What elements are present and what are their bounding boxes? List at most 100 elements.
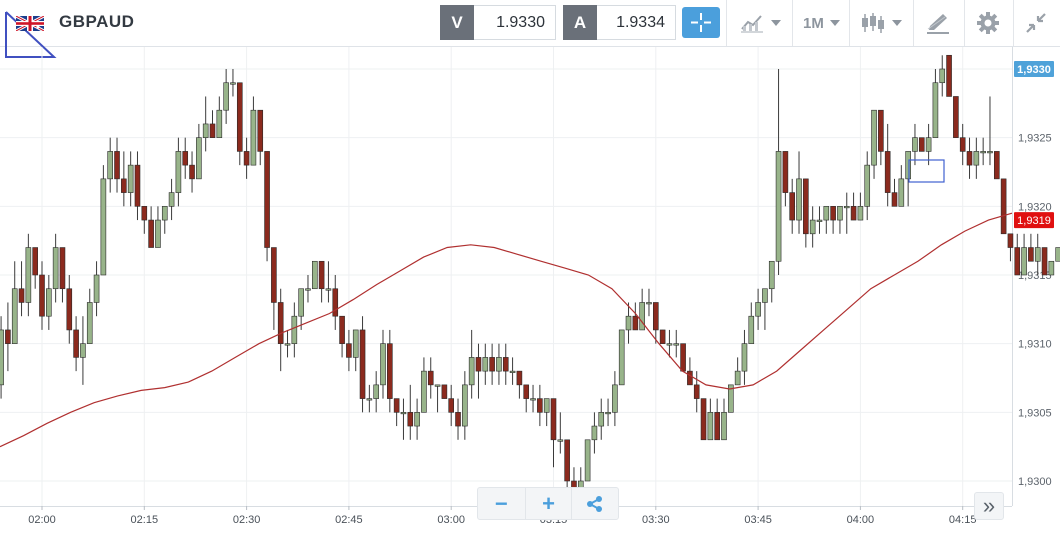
- candle: [612, 371, 618, 427]
- candle: [830, 206, 836, 234]
- instrument-symbol[interactable]: GBPAUD: [59, 12, 135, 31]
- candle-body-down: [516, 370, 523, 386]
- candle-body-up: [373, 384, 379, 399]
- candle: [714, 398, 720, 441]
- collapse-arrows-icon: [1026, 13, 1046, 33]
- scroll-to-latest-button[interactable]: »: [974, 492, 1004, 520]
- candle-body-up: [939, 68, 946, 84]
- candle-body-down: [359, 329, 366, 399]
- candle-body-down: [959, 137, 966, 152]
- price-tick-label: 1,9325: [1018, 133, 1052, 145]
- candle: [584, 439, 591, 482]
- candle-body-down: [346, 343, 352, 358]
- candle-body-up: [707, 412, 714, 441]
- candle-body-up: [52, 247, 59, 290]
- buy-letter: A: [563, 5, 597, 40]
- candle-body-up: [311, 260, 318, 290]
- candle: [393, 398, 400, 427]
- chevron-down-icon: [829, 20, 840, 26]
- timeframe-selector[interactable]: 1M: [803, 8, 840, 38]
- candle: [905, 151, 911, 207]
- time-tick-label: 03:45: [744, 514, 772, 526]
- chart-type-button[interactable]: [860, 8, 902, 38]
- candle: [373, 371, 379, 413]
- candle-body-down: [141, 206, 148, 221]
- candle-body-up: [864, 164, 871, 207]
- candle-body-up: [796, 178, 802, 221]
- candle-body-down: [782, 151, 789, 193]
- candle: [298, 288, 304, 330]
- candle-body-up: [666, 343, 673, 346]
- candle-body-up: [298, 288, 304, 317]
- candle: [857, 192, 864, 221]
- time-tick-label: 03:00: [437, 514, 465, 526]
- candlestick-icon: [862, 13, 884, 33]
- candle: [1021, 233, 1027, 276]
- candle-body-up: [250, 109, 257, 166]
- candle: [18, 261, 25, 317]
- settings-button[interactable]: [976, 8, 1000, 38]
- candle: [789, 178, 796, 234]
- candle-body-down: [114, 151, 120, 180]
- candle-body-down: [189, 164, 195, 180]
- share-button[interactable]: [571, 488, 618, 519]
- candle-body-up: [1048, 260, 1055, 276]
- zoom-in-button[interactable]: +: [524, 488, 572, 519]
- candle-body-up: [857, 206, 864, 221]
- candle: [434, 384, 441, 413]
- candle: [646, 288, 652, 317]
- candle: [775, 69, 782, 275]
- candle: [530, 384, 536, 413]
- candle-body-up: [325, 288, 332, 291]
- candle-body-up: [434, 384, 441, 387]
- candle: [966, 137, 973, 179]
- candle-body-down: [134, 164, 141, 207]
- candle: [380, 329, 386, 399]
- minus-icon: −: [494, 490, 508, 516]
- candle: [223, 69, 229, 124]
- candle-body-up: [973, 151, 980, 166]
- toolbar-separator: [1013, 0, 1014, 46]
- candle-body-up: [871, 109, 877, 166]
- price-chart[interactable]: 1,93001,93051,93101,93151,93201,93251,93…: [0, 47, 1060, 535]
- candle: [816, 206, 823, 234]
- candle: [264, 151, 270, 262]
- candle-body-up: [591, 425, 598, 441]
- candle-body-down: [427, 370, 434, 386]
- crosshair-icon: [691, 13, 711, 32]
- candle: [843, 192, 850, 234]
- zoom-out-button[interactable]: −: [478, 488, 525, 519]
- time-tick-label: 03:30: [642, 514, 670, 526]
- candle: [1048, 260, 1055, 276]
- indicators-button[interactable]: [739, 8, 781, 38]
- candle-body-down: [884, 151, 891, 193]
- bid-price-badge: [1014, 61, 1054, 77]
- time-tick-label: 02:00: [28, 514, 56, 526]
- candle-body-up: [11, 288, 18, 344]
- candle: [509, 357, 516, 385]
- double-chevron-right-icon: »: [982, 493, 996, 518]
- crosshair-button[interactable]: [682, 7, 720, 38]
- candle: [625, 302, 632, 344]
- toolbar-separator: [726, 0, 727, 46]
- candle: [441, 384, 448, 399]
- zoom-controls: − +: [477, 487, 619, 520]
- toolbar-separator: [964, 0, 965, 46]
- candle-body-up: [816, 219, 823, 222]
- candle-body-down: [73, 329, 79, 358]
- sell-price-box[interactable]: V 1.9330: [440, 5, 556, 40]
- candle-body-up: [175, 151, 182, 193]
- collapse-button[interactable]: [1024, 8, 1048, 38]
- drawing-tools-button[interactable]: [925, 8, 951, 38]
- candle-body-down: [332, 288, 339, 317]
- candle: [1000, 178, 1007, 235]
- candle-body-up: [843, 206, 850, 209]
- candle-body-up: [202, 123, 209, 138]
- candle: [25, 233, 32, 317]
- candle-body-up: [768, 260, 775, 290]
- candle-body-down: [407, 412, 414, 427]
- buy-price-box[interactable]: A 1.9334: [563, 5, 676, 40]
- candle: [359, 316, 366, 413]
- line-chart-icon: [741, 15, 763, 33]
- candle-body-down: [257, 109, 264, 152]
